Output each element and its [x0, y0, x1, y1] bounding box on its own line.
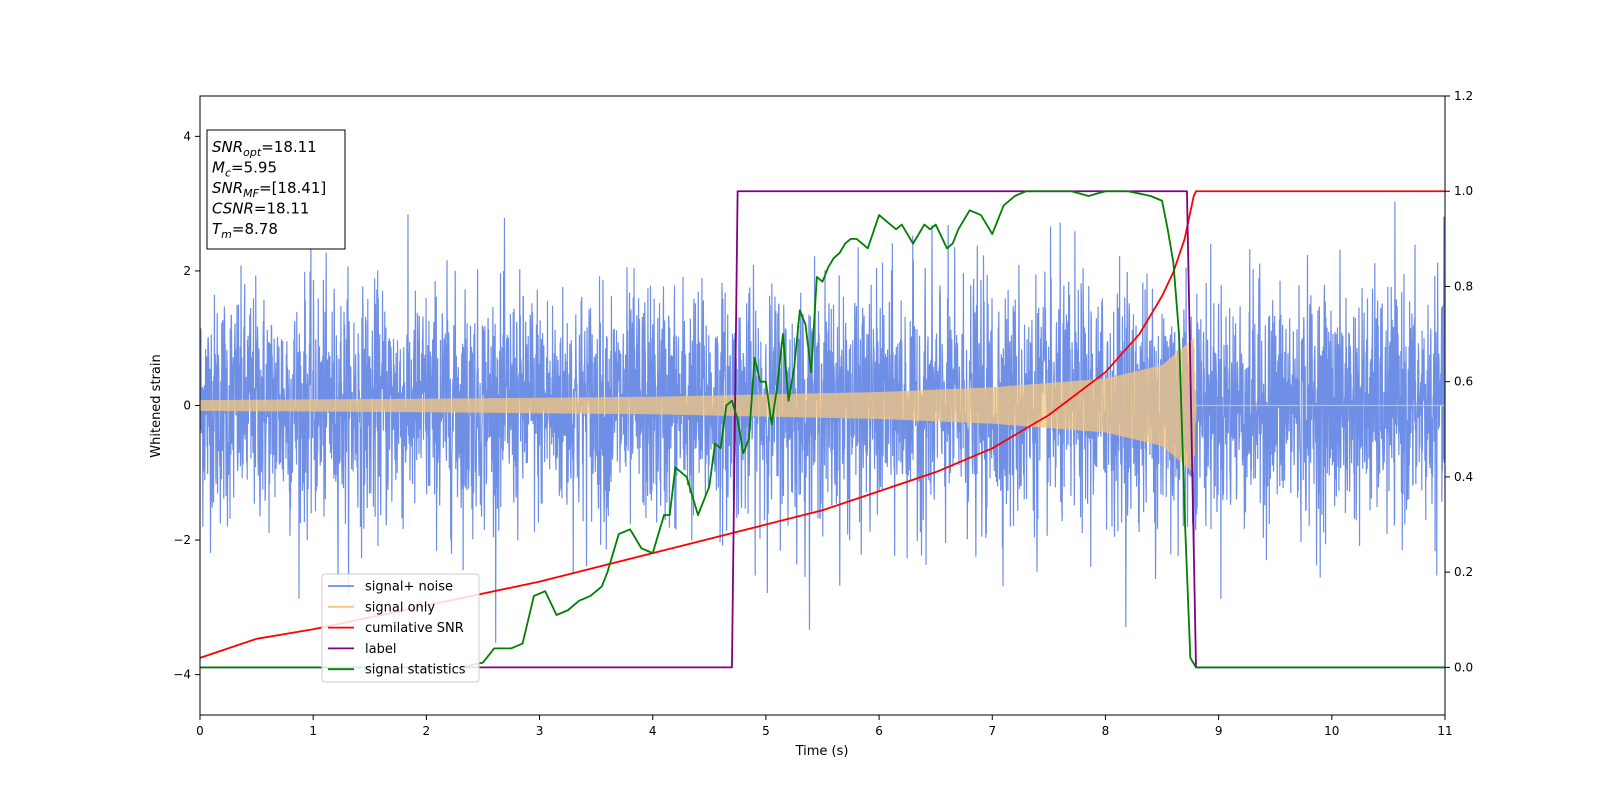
y-tick-label: 0 — [183, 399, 191, 413]
y-tick-label: 2 — [183, 264, 191, 278]
legend: signal+ noise signal only cumilative SNR la… — [321, 573, 480, 683]
y2-tick-label: 0.8 — [1454, 279, 1473, 293]
y-tick-label: −4 — [173, 668, 191, 682]
x-tick-label: 0 — [196, 724, 204, 738]
legend-entry: signal+ noise — [328, 580, 453, 595]
x-tick-label: 4 — [649, 724, 657, 738]
info-line: Tm=8.78 — [212, 220, 278, 241]
series-signal-only — [200, 338, 1445, 473]
legend-label: cumilative SNR — [365, 621, 464, 636]
x-tick-label: 5 — [762, 724, 770, 738]
x-tick-label: 2 — [423, 724, 431, 738]
legend-entry: signal statistics — [328, 663, 466, 678]
x-tick-label: 10 — [1324, 724, 1339, 738]
info-line: SNRMF=[18.41] — [212, 179, 326, 200]
legend-entry: signal only — [328, 600, 435, 615]
y2-tick-label: 0.4 — [1454, 470, 1473, 484]
legend-label: label — [365, 642, 396, 657]
legend-label: signal+ noise — [365, 580, 453, 595]
legend-label: signal only — [365, 600, 435, 615]
y-axis-label: Whitened strain — [149, 354, 164, 457]
info-box: SNRopt=18.11Mc=5.95SNRMF=[18.41]CSNR=18.… — [206, 129, 346, 250]
x-tick-label: 6 — [875, 724, 883, 738]
y-tick-label: −2 — [173, 533, 191, 547]
axes-layer: 0 1 2 3 4 5 6 7 8 9 10 11 4 2 0 −2 −4 1.2 1.0 0.8 0.6 0.4 0.2 0… — [173, 89, 1473, 738]
info-line: Mc=5.95 — [212, 159, 277, 180]
x-tick-label: 3 — [536, 724, 544, 738]
x-tick-label: 8 — [1102, 724, 1110, 738]
info-line: SNRopt=18.11 — [212, 138, 317, 159]
y2-tick-label: 1.2 — [1454, 89, 1473, 103]
legend-entry: cumilative SNR — [328, 621, 464, 636]
y2-tick-label: 0.2 — [1454, 565, 1473, 579]
x-tick-label: 7 — [988, 724, 996, 738]
info-line: CSNR=18.11 — [212, 200, 309, 218]
x-tick-label: 9 — [1215, 724, 1223, 738]
x-tick-label: 1 — [309, 724, 317, 738]
legend-entry: label — [328, 642, 396, 657]
y2-tick-label: 0.6 — [1454, 375, 1473, 389]
x-tick-label: 11 — [1437, 724, 1452, 738]
series-signal-statistics — [200, 190, 1445, 669]
y2-tick-label: 0.0 — [1454, 660, 1473, 674]
legend-frame — [321, 573, 480, 683]
x-axis-label: Time (s) — [795, 744, 849, 759]
y-tick-label: 4 — [183, 129, 191, 143]
y2-tick-label: 1.0 — [1454, 184, 1473, 198]
info-box-frame — [206, 129, 346, 250]
legend-label: signal statistics — [365, 663, 466, 678]
